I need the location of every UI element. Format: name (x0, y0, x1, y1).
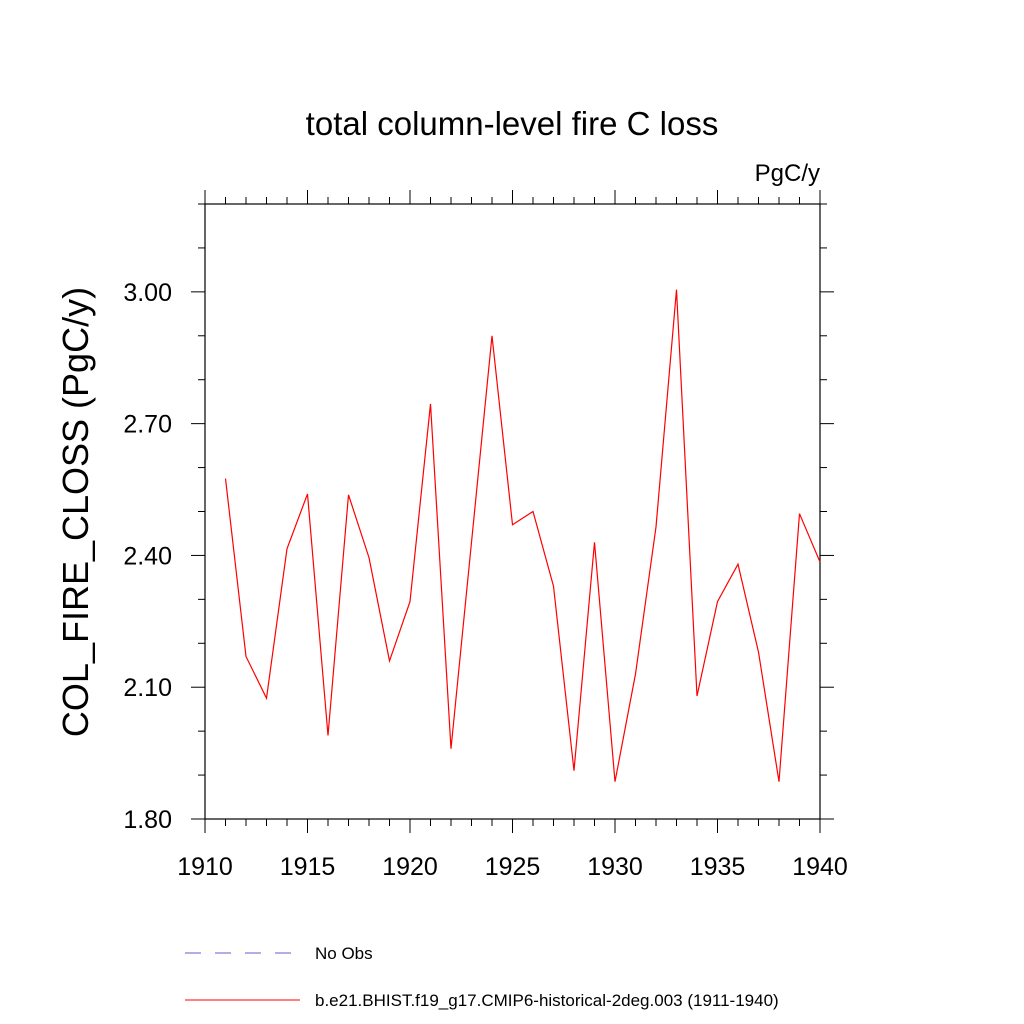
x-tick-label: 1920 (382, 853, 438, 881)
y-axis-label: COL_FIRE_CLOSS (PgC/y) (55, 287, 96, 737)
chart-title: total column-level fire C loss (306, 105, 719, 142)
x-tick-label: 1910 (177, 853, 233, 881)
y-tick-label: 2.70 (123, 411, 172, 439)
y-axis-tick-labels: 1.80 2.10 2.40 2.70 3.00 (123, 279, 172, 834)
tick-marks (191, 190, 834, 833)
series-line (224, 289, 821, 782)
legend-label-model: b.e21.BHIST.f19_g17.CMIP6-historical-2de… (315, 991, 779, 1010)
legend: No Obs b.e21.BHIST.f19_g17.CMIP6-histori… (185, 944, 779, 1010)
y-tick-label: 3.00 (123, 279, 172, 307)
y-tick-label: 2.10 (123, 674, 172, 702)
units-label: PgC/y (755, 160, 820, 187)
x-axis-tick-labels: 1910 1915 1920 1925 1930 1935 1940 (177, 853, 848, 881)
plot-frame (204, 203, 821, 820)
x-tick-label: 1940 (792, 853, 848, 881)
y-tick-label: 1.80 (123, 806, 172, 834)
x-tick-label: 1915 (280, 853, 336, 881)
series-points (225, 290, 820, 782)
x-tick-label: 1930 (587, 853, 643, 881)
x-tick-label: 1935 (690, 853, 746, 881)
y-tick-label: 2.40 (123, 542, 172, 570)
x-tick-label: 1925 (485, 853, 541, 881)
legend-label-no-obs: No Obs (315, 944, 373, 963)
